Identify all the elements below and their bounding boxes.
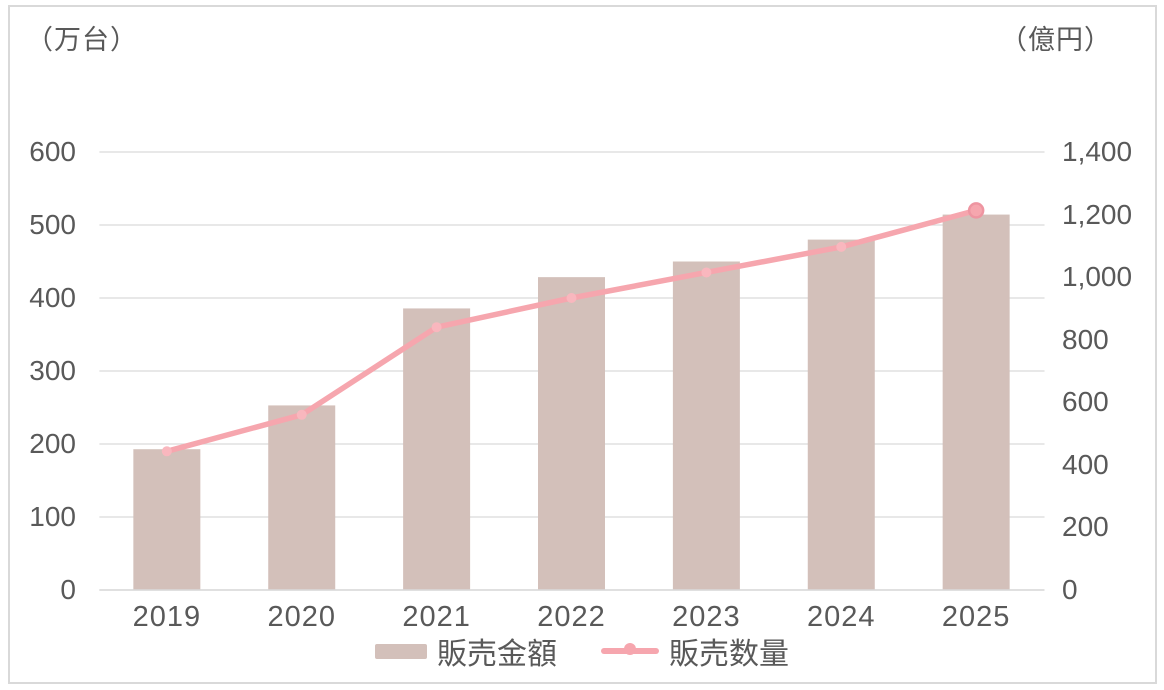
right-axis-tick: 0 [1062,574,1078,605]
right-axis-tick: 1,400 [1062,136,1133,167]
line-marker-2020 [296,409,307,420]
x-axis-label-2023: 2023 [672,601,741,633]
right-axis-tick: 800 [1062,323,1109,355]
left-axis-unit-label: （万台） [26,25,138,55]
line-marker-2025 [967,202,985,219]
line-marker-2023 [701,267,712,278]
legend-item-sales-amount: 販売金額 [375,629,557,673]
bar-2024 [807,239,875,590]
x-axis-label-2022: 2022 [537,601,606,633]
x-axis-label-2019: 2019 [132,601,202,633]
legend: 販売金額 販売数量 [0,629,1164,673]
line-swatch-marker-icon [624,643,636,655]
line-marker-2021 [431,322,442,333]
x-axis-label-2025: 2025 [941,601,1011,633]
left-axis-tick: 600 [29,136,76,167]
bar-2019 [133,449,201,590]
line-series-swatch-icon [601,642,659,660]
bar-2025 [942,214,1010,591]
right-axis-tick: 1,000 [1062,261,1133,293]
bar-series-swatch-icon [375,643,427,659]
left-axis-tick: 400 [29,282,76,313]
line-marker-2022 [566,293,577,303]
bar-2021 [403,308,471,590]
x-axis-label-2020: 2020 [267,601,336,633]
x-axis-label-2024: 2024 [807,601,876,633]
right-axis-unit-label: （億円） [1000,25,1112,55]
bar-2020 [268,405,336,590]
left-axis-tick: 100 [29,501,76,532]
line-marker-2024 [836,241,847,252]
left-axis-tick: 0 [60,574,76,605]
right-axis-tick: 200 [1062,511,1109,543]
legend-item-sales-quantity: 販売数量 [601,629,789,673]
left-axis-tick: 300 [29,355,76,386]
right-axis-tick: 1,200 [1062,198,1133,230]
bar-2022 [538,277,605,590]
right-axis-tick: 400 [1062,448,1109,480]
legend-label-sales-quantity: 販売数量 [669,638,789,671]
bar-2023 [672,261,740,590]
line-marker-2019 [161,446,172,457]
right-axis-tick: 600 [1062,386,1109,418]
legend-label-sales-amount: 販売金額 [437,638,557,671]
left-axis-tick: 200 [29,428,76,459]
left-axis-tick: 500 [29,209,76,240]
x-axis-label-2021: 2021 [402,601,471,633]
